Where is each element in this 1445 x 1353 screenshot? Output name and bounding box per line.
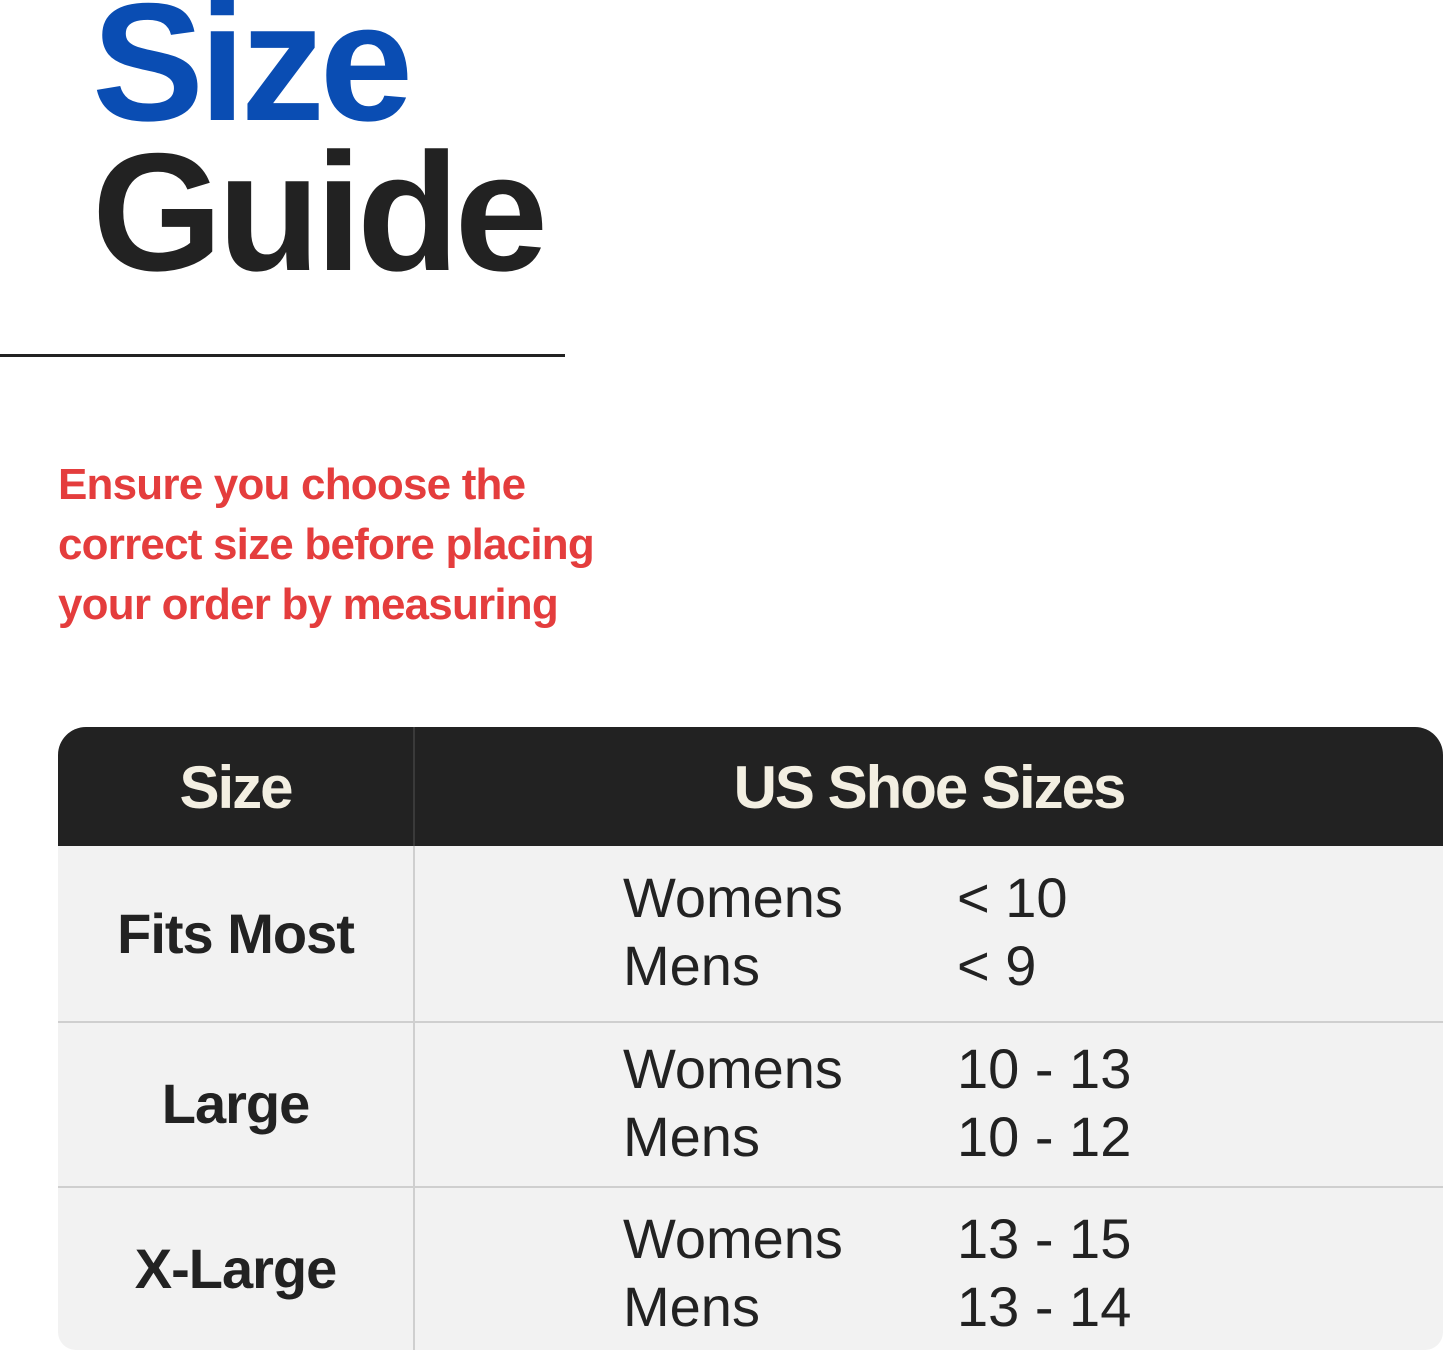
table-row: Fits Most Womens < 10 Mens < 9 [58, 846, 1443, 1021]
note-line: your order by measuring [58, 580, 559, 629]
size-value: 10 - 13 [957, 1037, 1132, 1100]
size-label: Large [161, 1072, 311, 1135]
table-header: Size US Shoe Sizes [58, 727, 1443, 846]
note-line: correct size before placing [58, 520, 595, 569]
group-label: Mens [623, 1105, 760, 1168]
size-label: Fits Most [117, 902, 355, 965]
title-guide: Guide [92, 118, 548, 306]
table-row: Large Womens 10 - 13 Mens 10 - 12 [58, 1021, 1443, 1187]
group-label: Mens [623, 1275, 760, 1338]
group-label: Womens [623, 1207, 843, 1270]
header-us-shoe-sizes: US Shoe Sizes [733, 754, 1127, 821]
size-value: < 10 [957, 866, 1068, 929]
divider [0, 354, 565, 357]
header-divider [413, 727, 415, 846]
table-row: X-Large Womens 13 - 15 Mens 13 - 14 [58, 1186, 1443, 1350]
note-line: Ensure you choose the [58, 460, 526, 509]
title-size: Size [92, 0, 413, 156]
size-value: 13 - 14 [957, 1275, 1132, 1338]
header-size: Size [179, 754, 293, 821]
size-value: 10 - 12 [957, 1105, 1132, 1168]
group-label: Mens [623, 934, 760, 997]
column-divider [413, 727, 415, 1350]
size-table: Size US Shoe Sizes Fits Most Womens < 10… [58, 727, 1443, 1350]
size-value: < 9 [957, 934, 1037, 997]
size-label: X-Large [134, 1237, 338, 1300]
size-value: 13 - 15 [957, 1207, 1132, 1270]
instruction-note: Ensure you choose the correct size befor… [58, 455, 778, 635]
group-label: Womens [623, 1037, 843, 1100]
group-label: Womens [623, 866, 843, 929]
